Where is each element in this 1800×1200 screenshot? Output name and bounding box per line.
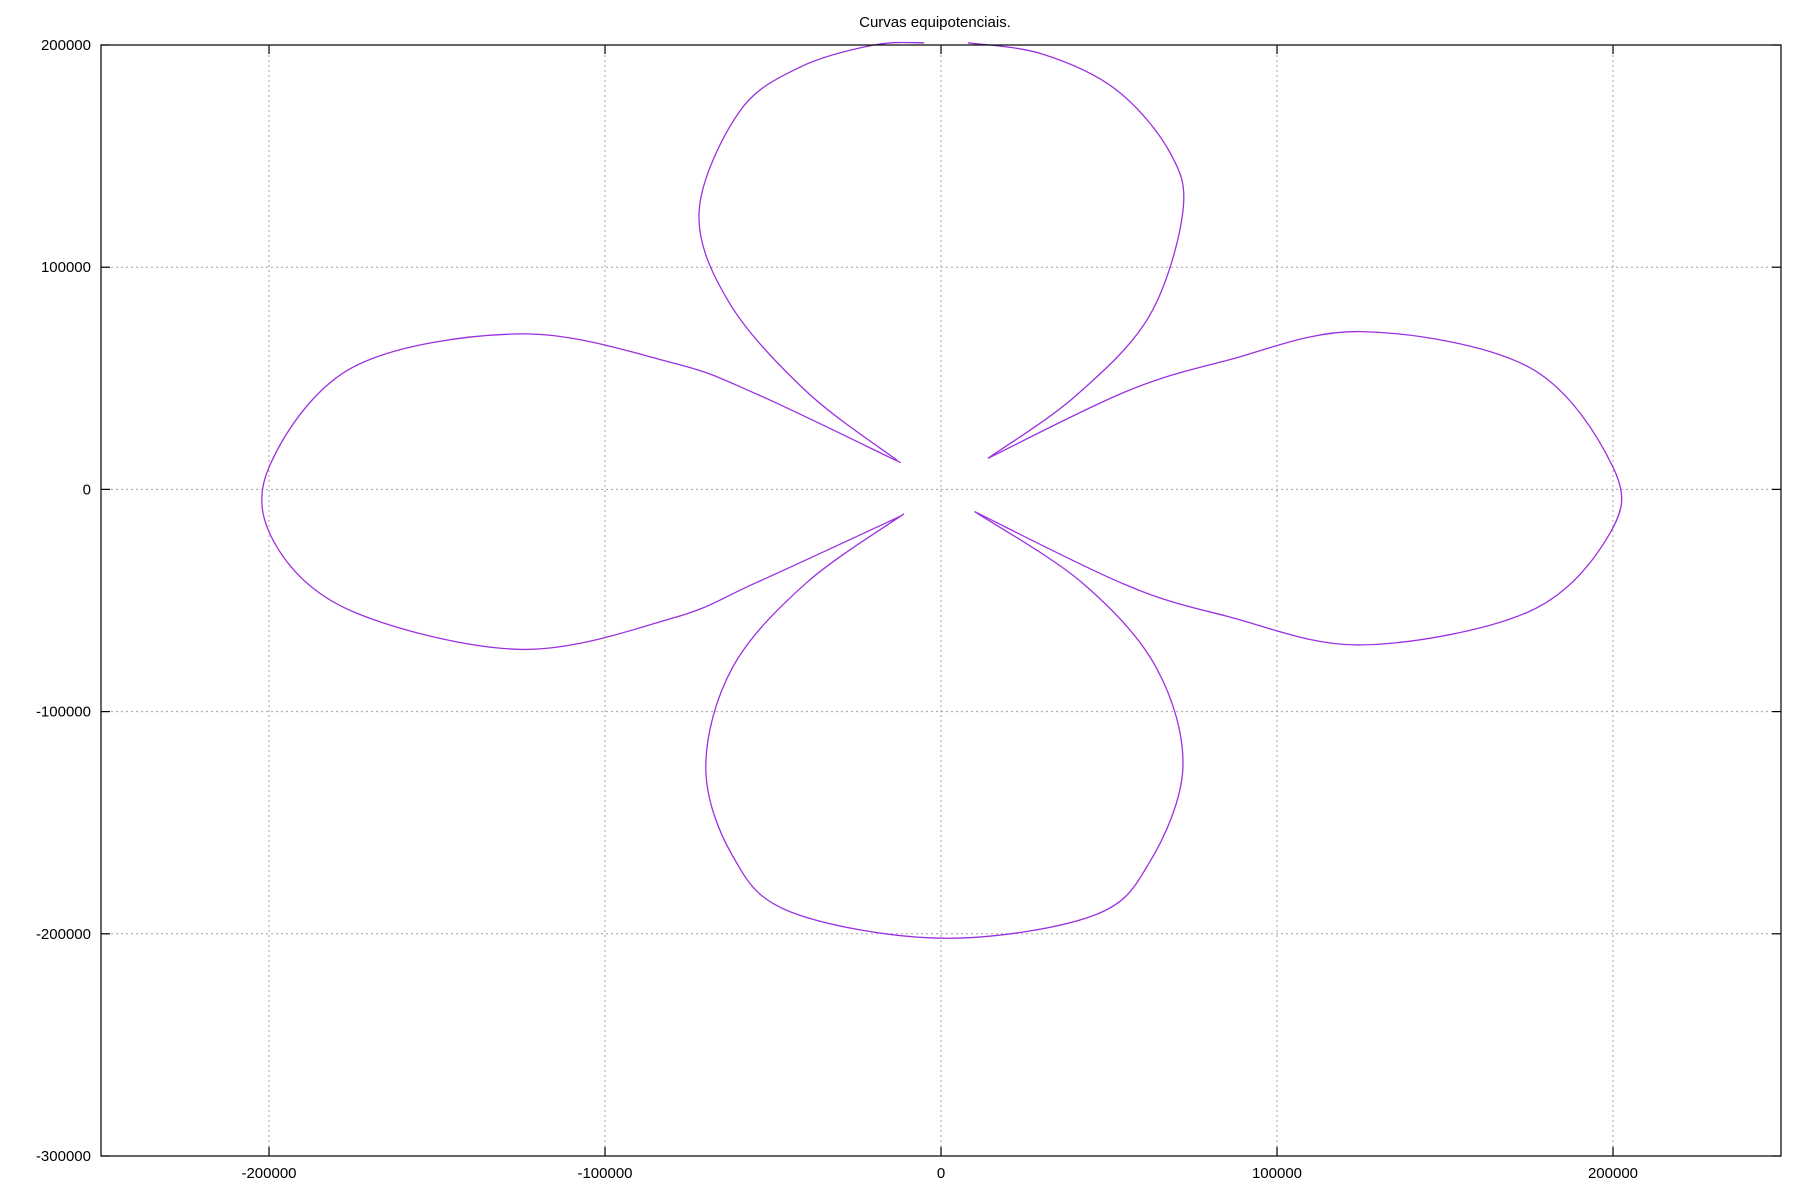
y-tick-label: -100000 — [36, 704, 91, 721]
equipotential-curve — [698, 41, 925, 462]
x-axis-tick-labels: -200000 -100000 0 100000 200000 — [241, 1165, 1638, 1182]
plot-series — [261, 41, 1623, 939]
y-tick-label: -200000 — [36, 926, 91, 943]
x-tick-label: 100000 — [1252, 1165, 1302, 1182]
x-tick-label: -200000 — [241, 1165, 296, 1182]
equipotential-curve — [261, 333, 901, 651]
equipotential-curve — [967, 42, 1185, 459]
chart-title: Curvas equipotenciais. — [859, 14, 1011, 31]
y-tick-label: -300000 — [36, 1148, 91, 1165]
axis-ticks — [101, 44, 1781, 1157]
x-tick-label: -100000 — [577, 1165, 632, 1182]
grid — [101, 45, 1781, 1156]
y-tick-label: 0 — [83, 481, 91, 498]
y-axis-tick-labels: -300000 -200000 -100000 0 100000 200000 — [36, 37, 91, 1165]
y-tick-label: 200000 — [41, 37, 91, 54]
x-tick-label: 200000 — [1588, 1165, 1638, 1182]
equipotential-curve — [705, 511, 1184, 939]
x-tick-label: 0 — [937, 1165, 945, 1182]
y-tick-label: 100000 — [41, 259, 91, 276]
equipotential-curve — [974, 330, 1623, 646]
